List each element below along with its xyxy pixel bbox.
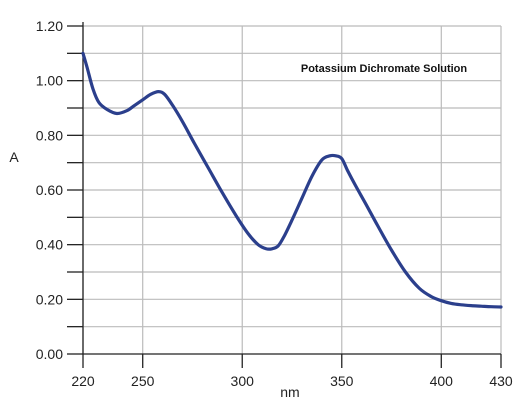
y-tick-label: 0.20	[36, 291, 63, 307]
series-layer	[81, 51, 503, 309]
x-tick-label: 430	[489, 373, 513, 389]
x-tick-label: 400	[430, 373, 454, 389]
y-axis-title: A	[9, 149, 19, 165]
tick-labels: 0.00 0.20 0.40 0.60 0.80 1.00 1.20 220 250 300 350…	[36, 18, 513, 389]
x-tick-label: 220	[71, 373, 95, 389]
y-tick-label: 1.00	[36, 73, 63, 89]
x-axis-title: nm	[280, 384, 299, 400]
y-tick-label: 0.80	[36, 127, 63, 143]
x-tick-label: 300	[231, 373, 255, 389]
grid-lines	[82, 25, 502, 354]
x-tick-label: 250	[131, 373, 155, 389]
y-tick-label: 0.00	[36, 346, 63, 362]
x-tick-label: 350	[330, 373, 354, 389]
chart-title: Potassium Dichromate Solution	[301, 63, 468, 75]
y-tick-label: 1.20	[36, 18, 63, 34]
y-tick-label: 0.40	[36, 237, 63, 253]
absorbance-line	[81, 51, 503, 309]
axes	[67, 22, 502, 368]
y-tick-label: 0.60	[36, 182, 63, 198]
